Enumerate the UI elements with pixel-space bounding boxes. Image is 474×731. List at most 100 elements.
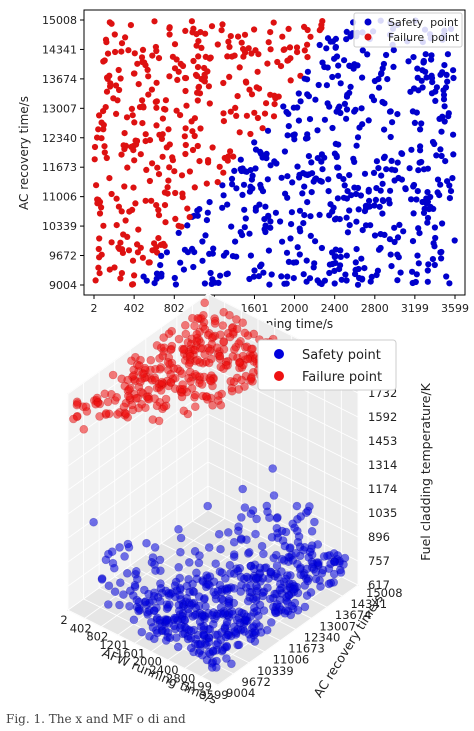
safety-point	[391, 177, 398, 184]
safety-point	[432, 97, 439, 104]
safety-point	[255, 273, 262, 280]
safety-point-3d	[221, 574, 230, 583]
x-tick-label-3d: 1201	[99, 638, 128, 652]
failure-point-3d	[108, 370, 118, 380]
scatter-points	[91, 17, 458, 288]
failure-point-3d	[157, 377, 167, 387]
safety-point-3d	[185, 558, 194, 567]
failure-point-3d	[73, 399, 82, 408]
safety-point	[380, 198, 387, 205]
failure-point	[153, 104, 160, 111]
failure-point	[186, 214, 193, 221]
safety-point	[429, 256, 436, 263]
safety-point-3d	[115, 543, 124, 552]
safety-point	[423, 74, 430, 81]
safety-point	[321, 277, 328, 284]
safety-point	[364, 51, 371, 58]
failure-point	[118, 270, 125, 277]
failure-point	[267, 46, 274, 53]
y-tick-label-3d: 11006	[273, 653, 310, 667]
safety-point	[438, 152, 445, 160]
safety-point	[409, 238, 417, 245]
safety-point	[329, 38, 336, 45]
safety-point	[206, 199, 213, 206]
safety-point	[233, 253, 240, 260]
failure-point	[219, 21, 226, 28]
safety-point-3d	[336, 568, 346, 577]
failure-point-3d	[146, 355, 156, 365]
safety-point	[422, 68, 429, 75]
failure-point	[102, 104, 109, 111]
safety-point	[408, 146, 415, 153]
safety-point	[267, 218, 274, 225]
failure-point	[178, 223, 185, 230]
safety-point-3d	[234, 640, 244, 650]
safety-point-3d	[272, 513, 282, 523]
failure-point	[161, 202, 169, 209]
safety-point	[228, 223, 235, 230]
safety-point	[224, 201, 231, 208]
failure-point	[190, 57, 197, 65]
failure-point	[165, 126, 172, 133]
failure-point	[155, 212, 163, 219]
safety-point	[407, 88, 414, 95]
safety-point	[241, 206, 248, 213]
failure-point	[155, 235, 162, 242]
failure-point	[234, 93, 241, 100]
failure-point	[204, 68, 211, 75]
safety-point	[324, 64, 331, 71]
x-tick-label-3d: 2400	[149, 663, 178, 677]
safety-point	[394, 277, 401, 284]
failure-point	[241, 31, 249, 38]
legend-box	[353, 12, 463, 48]
safety-point	[259, 188, 267, 195]
failure-point	[233, 112, 240, 119]
safety-point	[447, 188, 455, 195]
safety-point-3d	[148, 596, 157, 605]
failure-point	[118, 40, 126, 47]
failure-point	[91, 156, 98, 163]
safety-point	[381, 126, 388, 133]
safety-point-3d	[222, 654, 231, 663]
failure-point	[166, 24, 173, 31]
safety-point	[428, 56, 435, 63]
failure-point	[171, 65, 179, 72]
safety-point	[398, 176, 405, 183]
failure-point	[218, 27, 225, 34]
chart-3d: 2402802120116012000240028003199359990049…	[60, 293, 433, 707]
safety-point	[449, 175, 456, 182]
safety-point	[383, 51, 390, 59]
safety-point-3d	[211, 559, 220, 569]
failure-point-3d	[179, 406, 189, 416]
safety-point-3d	[252, 514, 261, 524]
safety-point	[385, 196, 392, 203]
failure-point-3d	[230, 345, 239, 354]
safety-point	[304, 68, 311, 75]
failure-point	[162, 106, 169, 113]
failure-point	[121, 130, 128, 137]
failure-point	[131, 157, 138, 164]
failure-point	[111, 31, 118, 38]
legend-label-safety: Safety point	[388, 16, 459, 29]
failure-point-3d	[190, 345, 200, 355]
safety-point	[375, 165, 382, 172]
safety-point	[319, 166, 326, 173]
failure-point	[193, 30, 200, 38]
safety-point-3d	[130, 580, 140, 590]
safety-point-3d	[307, 563, 317, 572]
y-tick-label-3d: 14341	[350, 597, 387, 611]
safety-point	[316, 211, 323, 218]
failure-point	[106, 72, 113, 79]
safety-point-3d	[249, 564, 259, 574]
failure-point-3d	[181, 320, 190, 330]
safety-point	[341, 100, 348, 107]
failure-point	[148, 86, 155, 93]
failure-point	[193, 72, 201, 80]
failure-point	[119, 249, 126, 256]
failure-point	[152, 43, 159, 51]
safety-point	[301, 212, 308, 219]
safety-point	[289, 179, 296, 186]
safety-point	[450, 74, 457, 82]
safety-point-3d	[280, 541, 290, 551]
failure-point	[246, 86, 253, 93]
